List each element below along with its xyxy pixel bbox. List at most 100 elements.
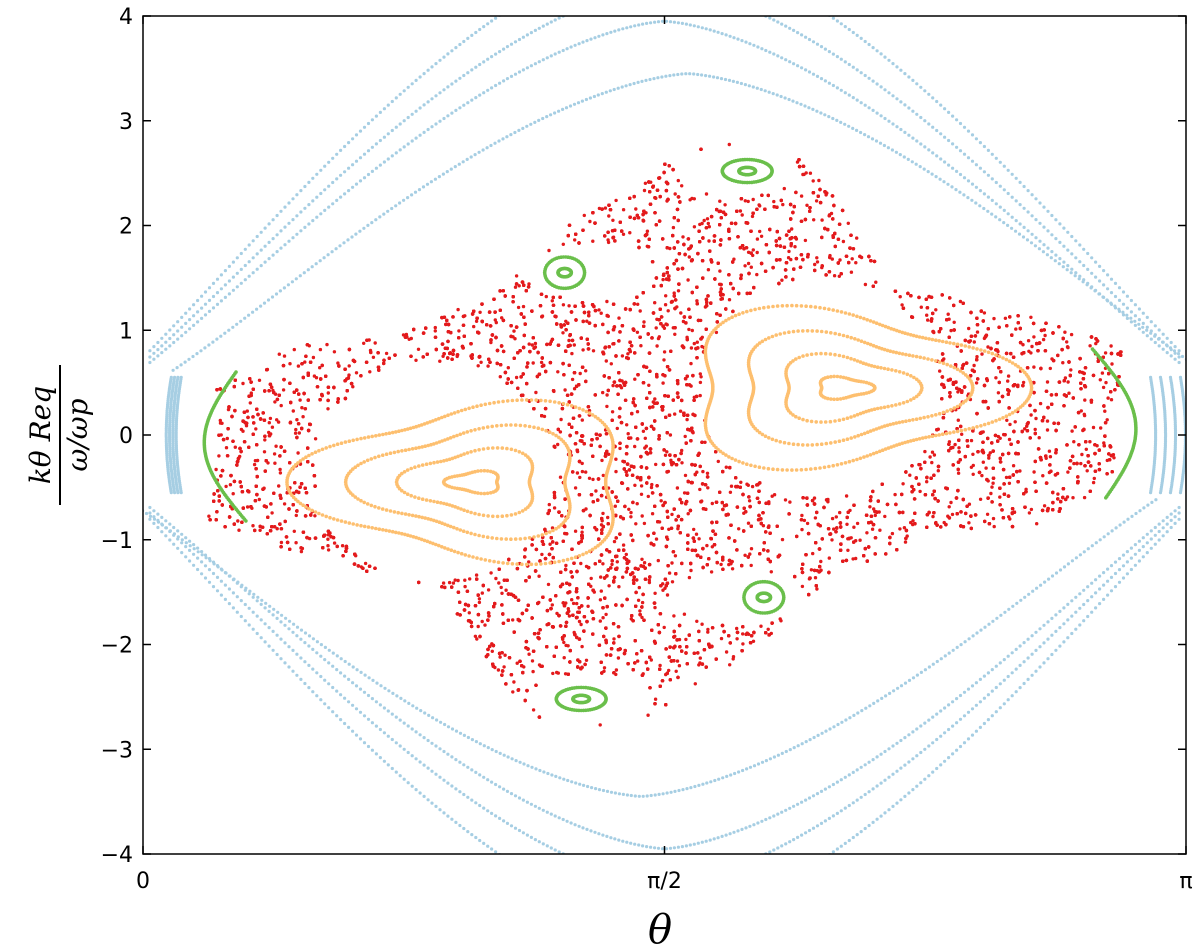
outer-point <box>1050 633 1054 637</box>
outer-point <box>656 20 661 24</box>
outer-point <box>680 845 685 849</box>
chaotic-point <box>950 512 955 517</box>
outer-point <box>351 163 355 167</box>
outer-point <box>982 170 987 174</box>
outer-point <box>200 572 204 576</box>
chaotic-point <box>555 611 559 616</box>
outer-point <box>235 581 239 585</box>
chaotic-point <box>601 390 605 395</box>
outer-point <box>1117 568 1122 572</box>
outer-point <box>747 84 751 88</box>
chaotic-point <box>783 498 788 502</box>
outer-point <box>661 792 665 796</box>
chaotic-point <box>1005 418 1009 422</box>
outer-point <box>950 185 954 189</box>
outer-point <box>1133 323 1137 327</box>
chaotic-point <box>500 316 504 320</box>
chaotic-point <box>1008 422 1012 427</box>
chaotic-point <box>563 672 568 676</box>
outer-point <box>621 876 624 879</box>
chaotic-point <box>642 320 646 324</box>
chaotic-point <box>294 541 298 545</box>
outer-point <box>545 844 549 848</box>
outer-point <box>243 316 247 320</box>
outer-point <box>876 699 880 703</box>
outer-point <box>1034 218 1038 222</box>
outer-point <box>676 72 680 77</box>
outer-point <box>331 685 335 690</box>
chaotic-point <box>607 584 611 588</box>
chaotic-point <box>506 366 510 370</box>
chaotic-point <box>815 587 819 591</box>
outer-point <box>402 777 406 781</box>
outer-point <box>728 832 732 836</box>
outer-point <box>1015 601 1019 605</box>
outer-point <box>768 50 772 54</box>
chaotic-point <box>642 561 647 565</box>
outer-point <box>851 96 855 100</box>
outer-point <box>255 252 259 256</box>
outer-point <box>192 552 196 556</box>
outer-point <box>767 90 771 94</box>
outer-point <box>207 557 212 561</box>
chaotic-point <box>570 351 574 356</box>
outer-point <box>489 143 493 148</box>
chaotic-point <box>834 515 838 519</box>
outer-point <box>1176 352 1181 356</box>
outer-point <box>529 802 534 806</box>
chaotic-point <box>570 377 575 382</box>
chaotic-point <box>1041 474 1045 478</box>
outer-point <box>470 68 474 72</box>
outer-point <box>1109 277 1114 281</box>
outer-point <box>466 795 470 799</box>
outer-point <box>883 116 887 121</box>
outer-point <box>152 521 156 526</box>
outer-point <box>871 820 875 825</box>
outer-point <box>978 700 983 704</box>
outer-point <box>367 676 371 680</box>
outer-point <box>506 755 510 759</box>
outer-point <box>294 277 298 281</box>
chaotic-point <box>1072 440 1076 444</box>
chaotic-point <box>493 318 497 322</box>
outer-point <box>570 780 574 784</box>
outer-point <box>414 757 418 761</box>
chaotic-point <box>527 560 531 564</box>
outer-point <box>346 238 350 242</box>
chaotic-point <box>748 552 752 556</box>
outer-point <box>792 876 795 879</box>
outer-point <box>454 729 459 733</box>
outer-point <box>505 821 510 826</box>
chaotic-point <box>550 603 554 607</box>
outer-point <box>180 532 184 536</box>
outer-point <box>756 762 761 766</box>
chaotic-point <box>946 312 950 316</box>
chaotic-point <box>972 363 976 368</box>
outer-point <box>629 841 633 845</box>
chaotic-point <box>986 345 990 349</box>
chaotic-point <box>750 484 755 489</box>
outer-point <box>578 900 581 903</box>
outer-point <box>553 18 557 22</box>
outer-point <box>1154 498 1158 502</box>
outer-point <box>339 657 343 661</box>
outer-point <box>692 24 696 28</box>
outer-point <box>247 313 251 317</box>
outer-point <box>203 553 208 557</box>
outer-point <box>938 177 942 181</box>
outer-point <box>196 310 200 314</box>
outer-point <box>473 153 477 157</box>
outer-point <box>370 145 374 149</box>
outer-point <box>625 793 630 797</box>
outer-point <box>1173 521 1177 526</box>
outer-point <box>955 697 959 701</box>
outer-point <box>1129 310 1133 314</box>
chaotic-point <box>865 531 869 535</box>
chaotic-point <box>605 404 609 409</box>
outer-point <box>188 318 192 322</box>
outer-point <box>1098 292 1102 296</box>
outer-point <box>343 170 347 174</box>
chaotic-point <box>952 320 956 324</box>
outer-point <box>1180 354 1185 359</box>
chaotic-point <box>295 418 299 422</box>
